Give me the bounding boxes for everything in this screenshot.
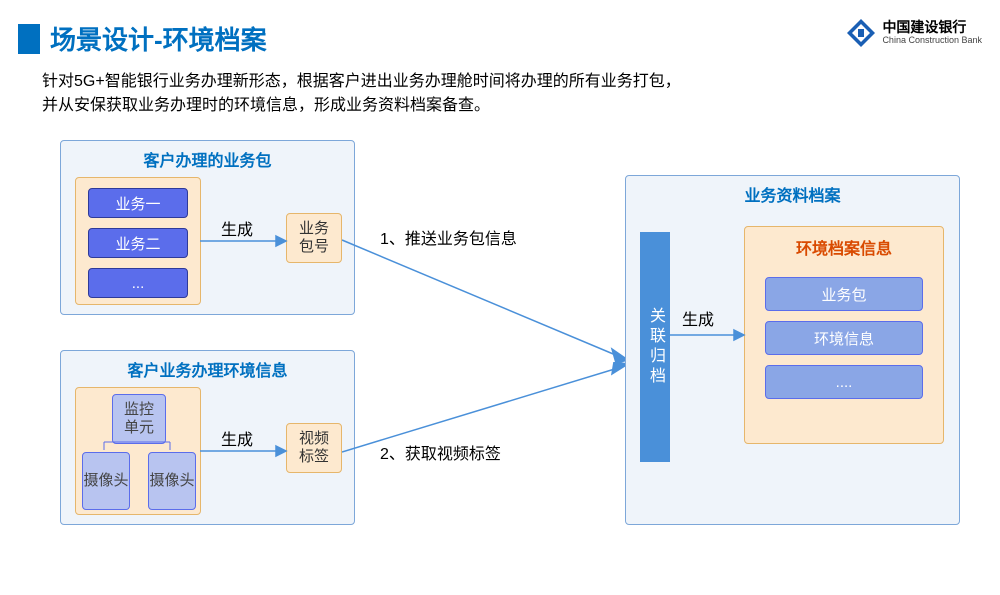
monitor-unit-box: 监控 单元 [112, 394, 166, 444]
title-accent-block [18, 24, 40, 54]
arrow-icon [200, 234, 290, 248]
archive-bar: 关联归档 [640, 232, 670, 462]
env-archive-info-panel: 环境档案信息 业务包 环境信息 .... [744, 226, 944, 444]
generate-label: 生成 [682, 306, 714, 330]
camera-box: 摄像头 [148, 452, 196, 510]
logo-text-en: China Construction Bank [882, 36, 982, 46]
env-archive-info-title: 环境档案信息 [745, 227, 943, 267]
business-items-container: 业务一 业务二 ... [75, 177, 201, 305]
archive-row: 业务包 [765, 277, 923, 311]
archive-row: .... [765, 365, 923, 399]
ccb-logo-icon [846, 18, 876, 48]
env-items-container: 监控 单元 摄像头 摄像头 [75, 387, 201, 515]
panel-business-archive-title: 业务资料档案 [626, 176, 959, 212]
camera-box: 摄像头 [82, 452, 130, 510]
arrow-icon [342, 362, 632, 462]
panel-customer-business: 客户办理的业务包 业务一 业务二 ... 生成 业务 包号 [60, 140, 355, 315]
arrow-icon [342, 238, 632, 368]
video-tag-box: 视频 标签 [286, 423, 342, 473]
logo-text-cn: 中国建设银行 [882, 20, 982, 35]
panel-environment-info-title: 客户业务办理环境信息 [61, 351, 354, 387]
business-package-id-box: 业务 包号 [286, 213, 342, 263]
title-bar: 场景设计-环境档案 [18, 20, 267, 57]
panel-business-archive: 业务资料档案 关联归档 生成 环境档案信息 业务包 环境信息 .... [625, 175, 960, 525]
page-title: 场景设计-环境档案 [50, 20, 267, 57]
business-item: 业务一 [88, 188, 188, 218]
panel-environment-info: 客户业务办理环境信息 监控 单元 摄像头 摄像头 生成 视频 标签 [60, 350, 355, 525]
archive-row: 环境信息 [765, 321, 923, 355]
panel-customer-business-title: 客户办理的业务包 [61, 141, 354, 177]
arrow-icon [670, 328, 748, 342]
bank-logo: 中国建设银行 China Construction Bank [846, 18, 982, 48]
business-item: ... [88, 268, 188, 298]
description-text: 针对5G+智能银行业务办理新形态，根据客户进出业务办理舱时间将办理的所有业务打包… [42, 70, 681, 118]
business-item: 业务二 [88, 228, 188, 258]
arrow-icon [200, 444, 290, 458]
